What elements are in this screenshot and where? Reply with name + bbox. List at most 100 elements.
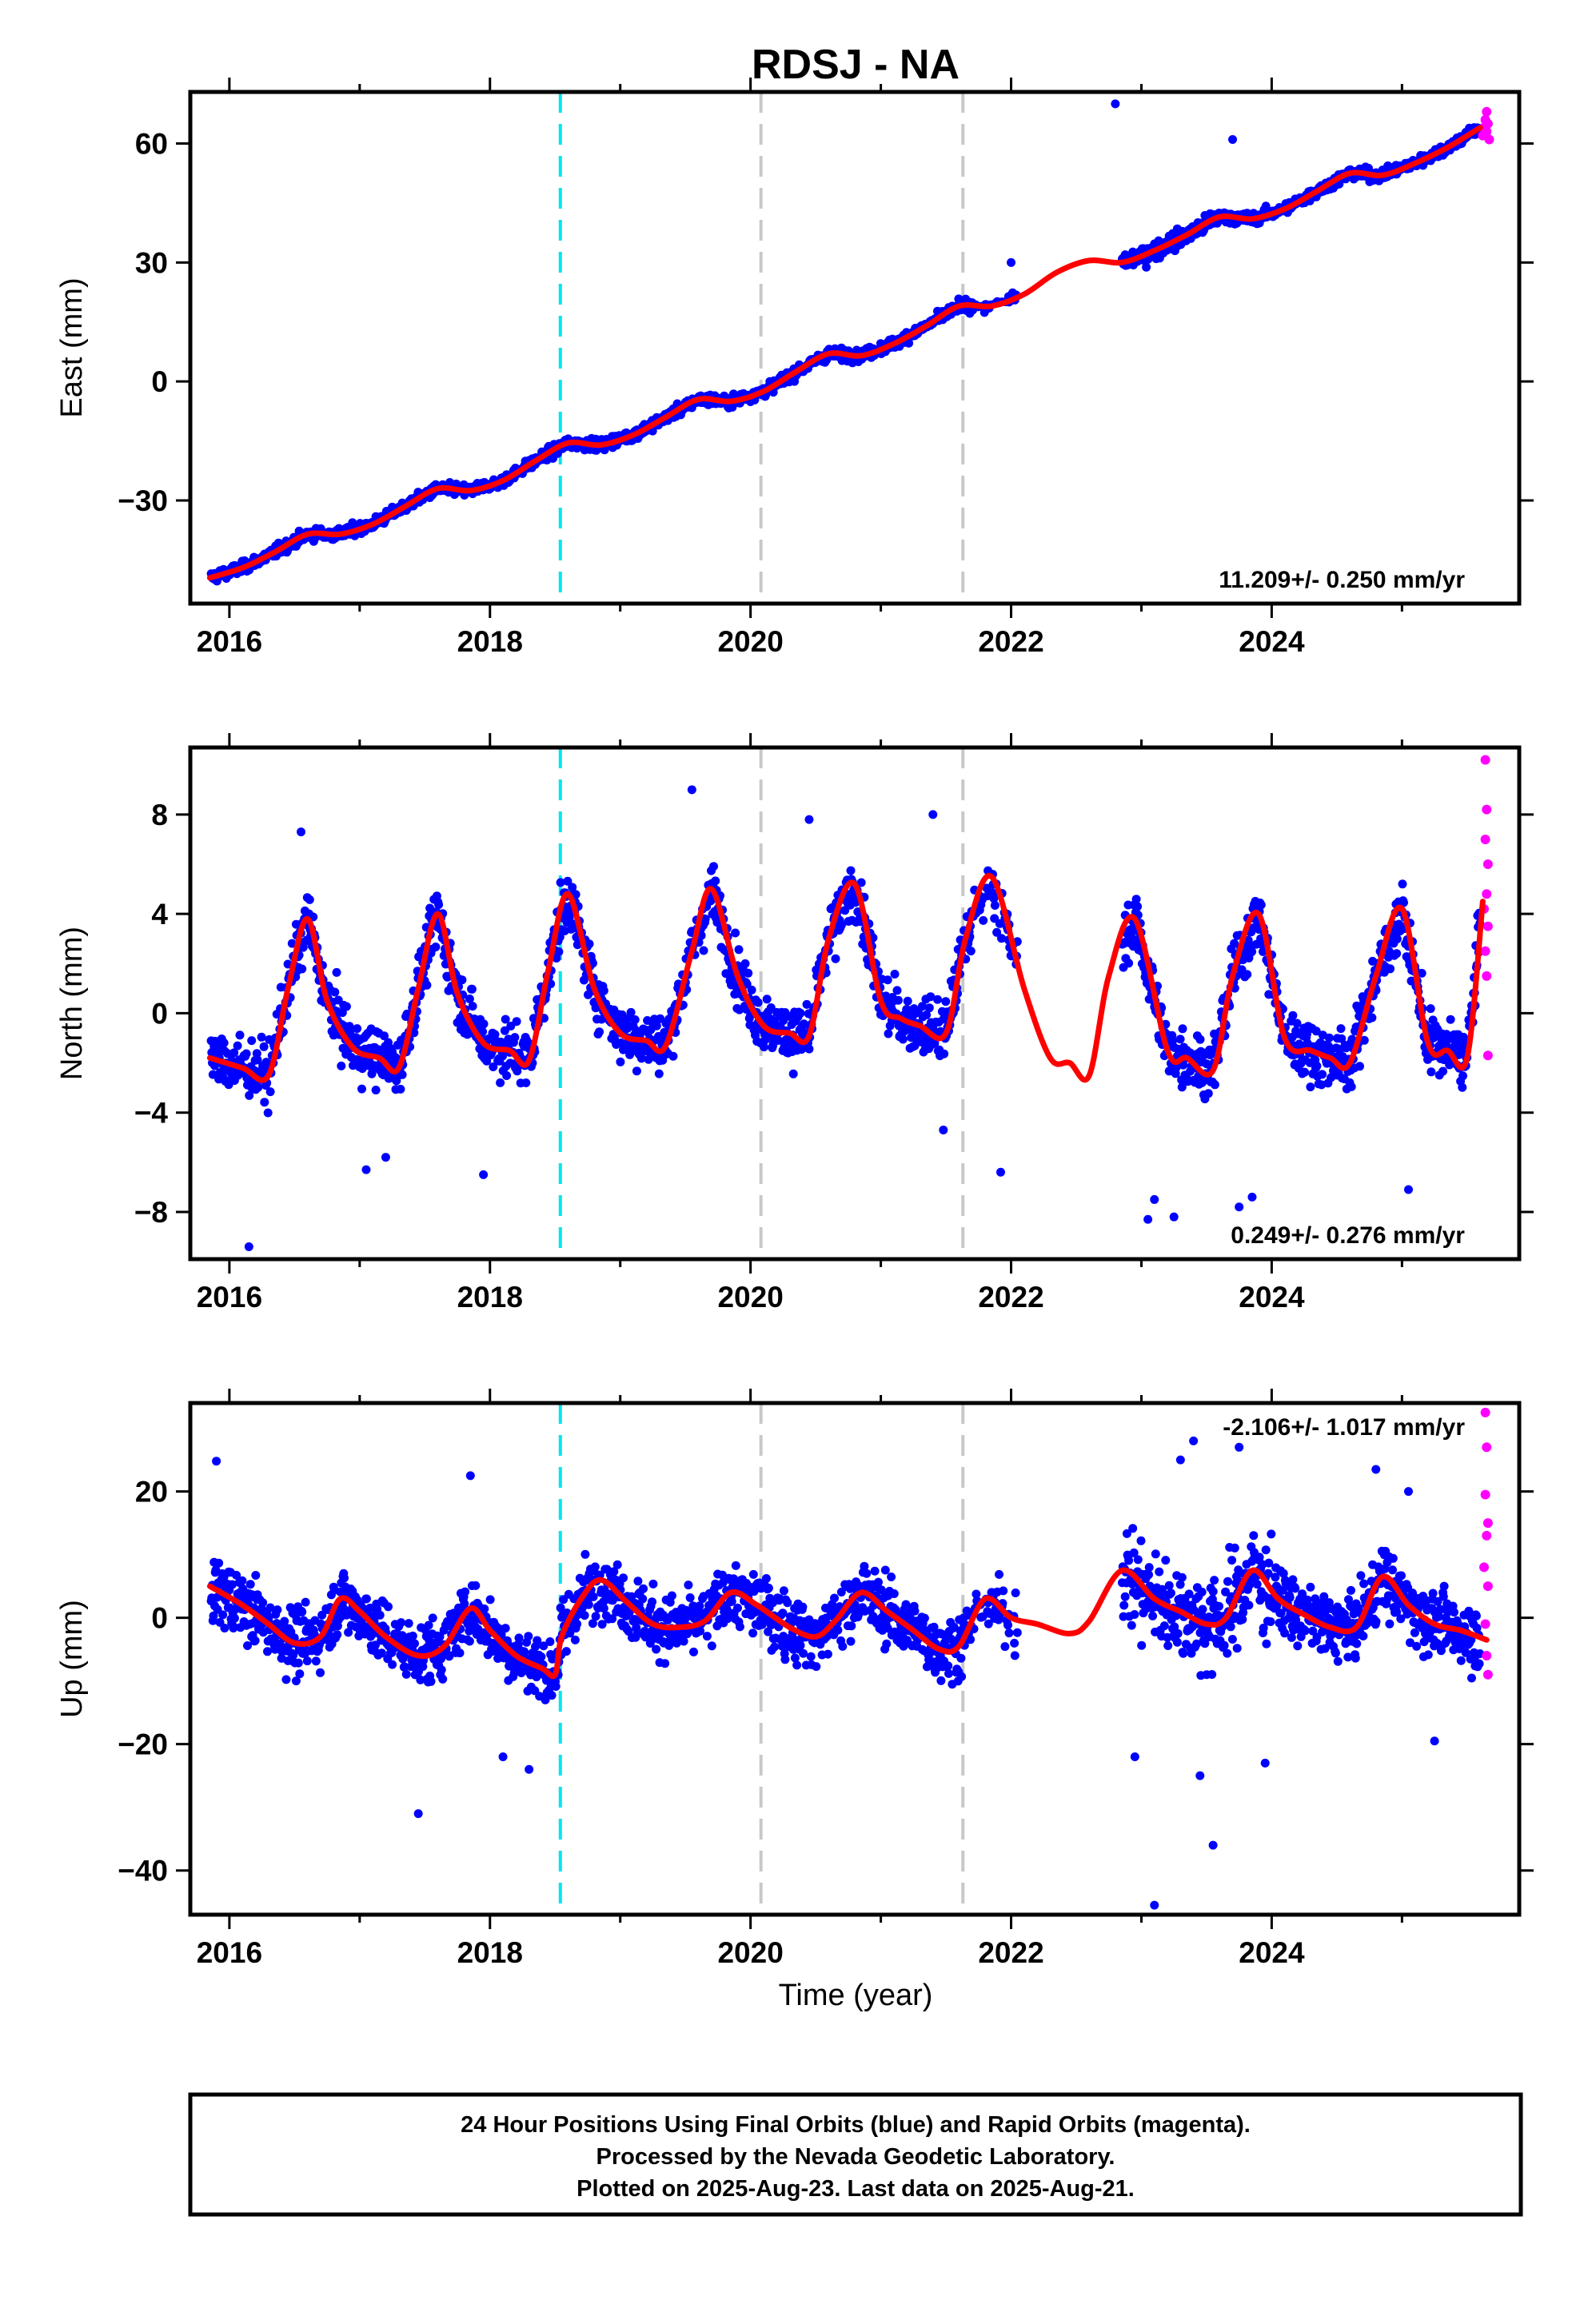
data-point xyxy=(266,1087,275,1096)
model-line-east xyxy=(209,128,1480,578)
data-point xyxy=(736,1622,744,1631)
data-point xyxy=(708,1641,716,1650)
data-point xyxy=(639,1585,648,1593)
data-point xyxy=(316,1668,325,1677)
x-tick-label: 2020 xyxy=(717,625,783,658)
data-point xyxy=(471,1581,480,1590)
data-point xyxy=(689,1648,698,1656)
chart-title: RDSJ - NA xyxy=(752,42,960,88)
x-tick-label: 2018 xyxy=(457,1281,523,1313)
data-point xyxy=(257,1033,266,1042)
data-point xyxy=(668,1592,676,1600)
outlier-point xyxy=(688,785,696,794)
rate-label-east: 11.209+/- 0.250 mm/yr xyxy=(1219,567,1465,593)
data-point xyxy=(294,1659,303,1668)
data-point xyxy=(941,997,950,1006)
data-point xyxy=(513,1017,521,1026)
data-point xyxy=(619,1573,628,1582)
data-point xyxy=(1426,1004,1435,1013)
data-point xyxy=(273,1605,281,1614)
data-point xyxy=(748,1628,757,1637)
data-point xyxy=(832,955,840,963)
data-point xyxy=(1325,1034,1334,1042)
data-point xyxy=(1306,1082,1315,1091)
data-point xyxy=(796,1009,805,1018)
data-point xyxy=(660,1659,669,1668)
panel-frame-north xyxy=(190,747,1519,1259)
data-point xyxy=(847,867,856,875)
data-point xyxy=(397,1618,405,1627)
rapid-point xyxy=(1481,755,1490,765)
final-orbit-points-up xyxy=(207,1437,1485,1910)
data-point xyxy=(214,1559,223,1568)
rapid-point xyxy=(1482,107,1491,117)
data-point xyxy=(342,1003,351,1011)
data-point xyxy=(748,986,756,995)
data-point xyxy=(1243,970,1251,979)
data-point xyxy=(1355,1062,1364,1070)
outlier-point xyxy=(1247,1193,1256,1202)
y-axis-label-north: North (mm) xyxy=(55,927,89,1080)
data-point xyxy=(465,1637,474,1646)
data-point xyxy=(330,988,339,997)
data-point xyxy=(1257,900,1266,909)
data-point xyxy=(353,1024,361,1033)
rapid-point xyxy=(1482,805,1491,815)
data-point xyxy=(431,943,440,951)
data-point xyxy=(515,1633,524,1642)
outlier-point xyxy=(1111,99,1119,108)
data-point xyxy=(1446,1015,1455,1024)
data-point xyxy=(233,1042,242,1050)
data-point xyxy=(468,985,477,994)
data-point xyxy=(632,1066,641,1075)
data-point xyxy=(405,1619,413,1628)
data-point xyxy=(303,1656,312,1665)
data-point xyxy=(595,1027,604,1036)
outlier-point xyxy=(297,827,305,836)
data-point xyxy=(703,1632,712,1640)
y-tick-label: 8 xyxy=(151,799,168,831)
data-point xyxy=(1458,1083,1466,1092)
data-point xyxy=(410,1639,419,1648)
data-point xyxy=(893,986,902,995)
data-point xyxy=(422,981,431,990)
outlier-point xyxy=(996,1168,1005,1177)
data-point xyxy=(434,900,443,909)
data-point xyxy=(652,1645,660,1654)
x-tick-label: 2016 xyxy=(197,1281,262,1313)
data-point xyxy=(884,1030,893,1038)
data-point xyxy=(899,1035,908,1044)
data-point xyxy=(589,1593,598,1601)
x-tick-label: 2020 xyxy=(717,1281,783,1313)
y-tick-label: 0 xyxy=(151,365,168,398)
outlier-point xyxy=(928,810,937,819)
y-tick-label: −4 xyxy=(134,1097,169,1130)
data-point xyxy=(1176,1034,1185,1043)
x-tick-label: 2024 xyxy=(1239,1281,1305,1313)
data-point xyxy=(933,995,942,1004)
data-point xyxy=(1132,895,1141,903)
y-tick-label: 60 xyxy=(135,127,168,160)
data-point xyxy=(297,1608,306,1616)
data-point xyxy=(301,1598,310,1607)
data-point xyxy=(1458,1071,1467,1080)
data-point xyxy=(770,1643,779,1652)
data-point xyxy=(384,1602,393,1611)
data-point xyxy=(731,929,740,938)
data-point xyxy=(891,970,900,979)
data-point xyxy=(991,901,999,910)
outlier-point xyxy=(1235,1202,1243,1211)
rate-label-north: 0.249+/- 0.276 mm/yr xyxy=(1231,1222,1465,1249)
data-point xyxy=(333,1630,341,1639)
data-point xyxy=(253,1083,262,1092)
data-point xyxy=(1367,1014,1376,1022)
outlier-point xyxy=(1228,135,1237,144)
data-point xyxy=(894,996,903,1005)
x-tick-label: 2024 xyxy=(1239,625,1305,658)
data-point xyxy=(457,975,466,984)
data-point xyxy=(263,1647,272,1656)
outlier-point xyxy=(1143,1215,1152,1224)
